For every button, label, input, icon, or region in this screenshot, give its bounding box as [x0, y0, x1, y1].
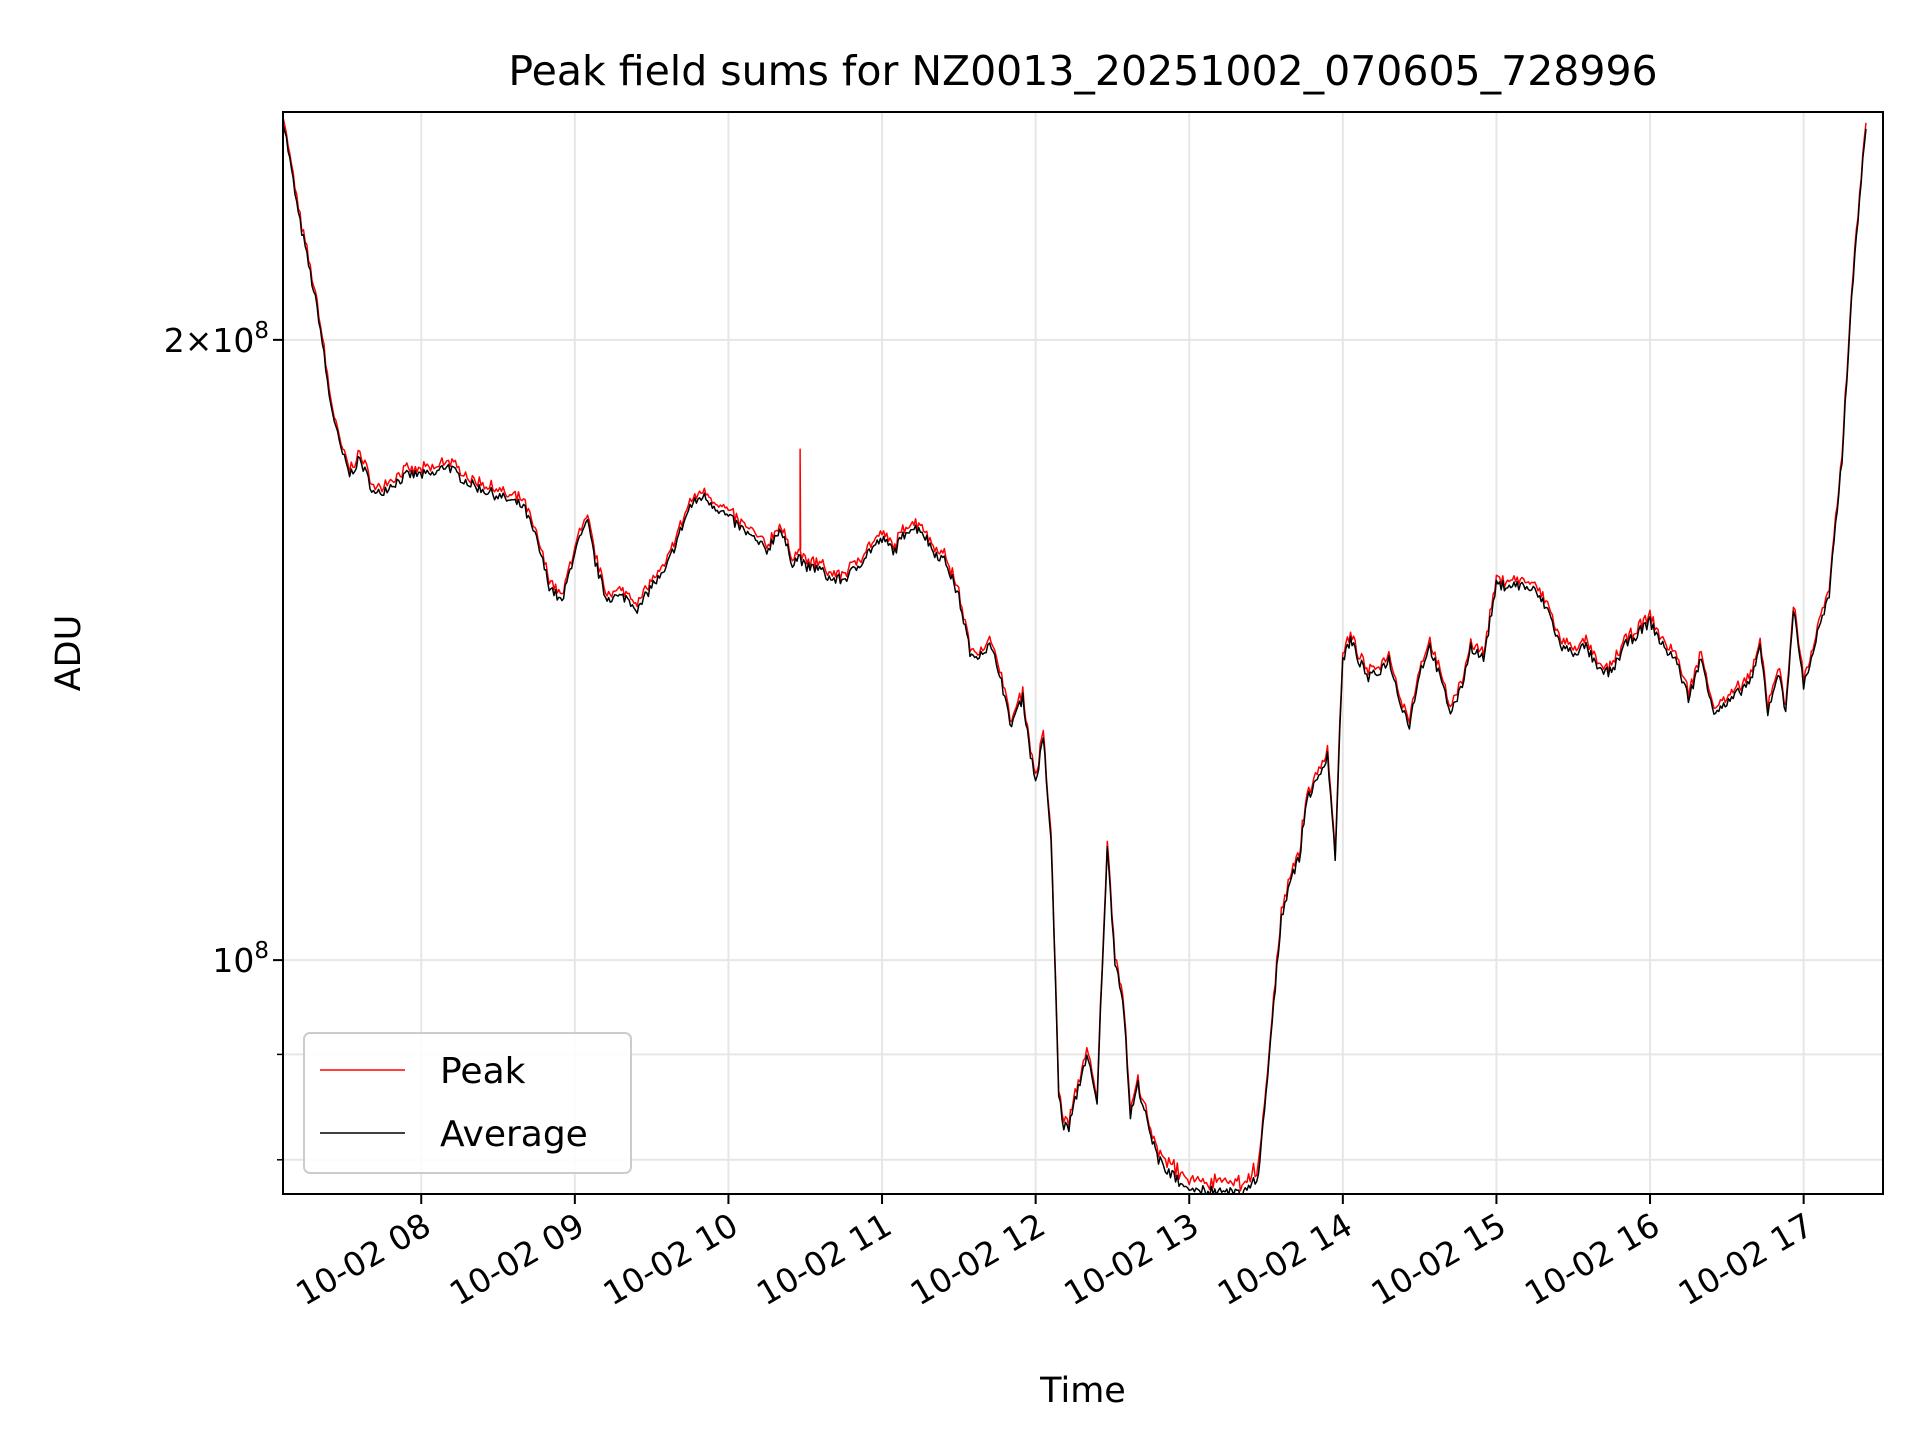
series-peak-line — [283, 116, 1867, 1192]
chart-title: Peak field sums for NZ0013_20251002_0706… — [508, 47, 1657, 95]
y-tick-label: 108 — [212, 938, 269, 980]
plot-frame — [282, 111, 1884, 1195]
x-axis-label: Time — [1039, 1371, 1126, 1411]
legend: Peak Average — [303, 1032, 632, 1174]
y-tick-label: 2×108 — [164, 318, 269, 360]
legend-average-label: Average — [440, 1114, 588, 1155]
grid — [283, 112, 1883, 1194]
y-axis: 108 2×108 — [164, 318, 283, 1161]
legend-box — [303, 1032, 632, 1174]
y-axis-label: ADU — [49, 615, 89, 692]
legend-peak-label: Peak — [440, 1051, 526, 1092]
series-layer — [283, 116, 1867, 1194]
series-average-line — [283, 124, 1867, 1194]
